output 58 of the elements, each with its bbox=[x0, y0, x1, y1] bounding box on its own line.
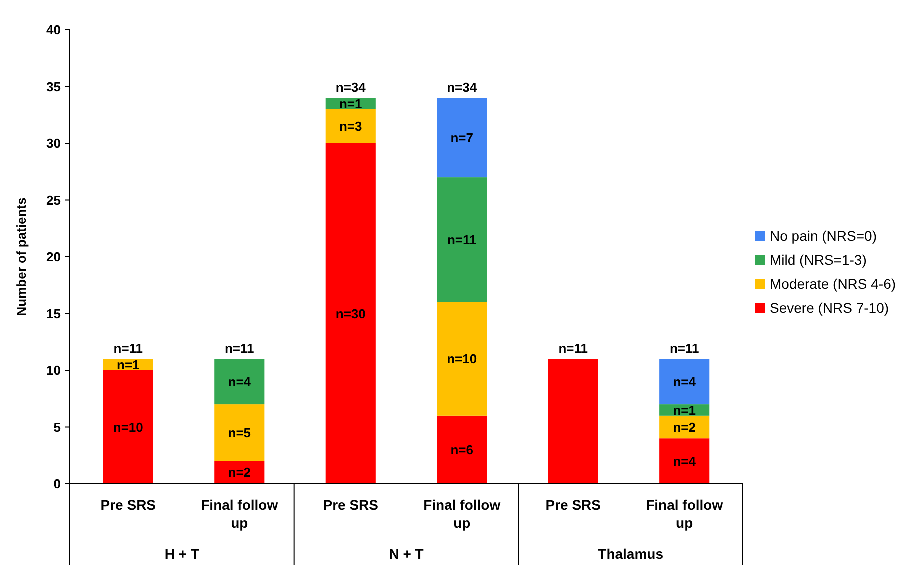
data-label: n=3 bbox=[339, 119, 362, 134]
data-label: n=5 bbox=[228, 425, 252, 440]
total-label: n=11 bbox=[670, 341, 700, 356]
data-label: n=4 bbox=[673, 454, 697, 469]
y-tick-label: 20 bbox=[46, 250, 61, 265]
bar bbox=[437, 178, 488, 302]
text: Thalamus bbox=[598, 546, 664, 562]
y-tick-label: 15 bbox=[46, 306, 61, 322]
data-label: n=2 bbox=[228, 465, 252, 480]
data-label: n=11 bbox=[447, 232, 477, 248]
y-tick-label: 40 bbox=[46, 22, 61, 38]
total-label: n=11 bbox=[225, 341, 254, 356]
bar bbox=[326, 144, 376, 484]
data-label: n=1 bbox=[117, 357, 140, 372]
data-label: n=4 bbox=[673, 374, 697, 390]
total-label: n=34 bbox=[336, 80, 367, 96]
bar bbox=[660, 416, 710, 439]
y-tick-label: 25 bbox=[46, 192, 61, 208]
data-label: n=1 bbox=[673, 402, 696, 418]
bar bbox=[437, 416, 488, 484]
text: N + T bbox=[389, 546, 424, 562]
bar bbox=[214, 359, 265, 405]
x-tick-label: Final follow up bbox=[424, 497, 501, 531]
y-axis-title: Number of patients bbox=[14, 198, 29, 316]
legend-label: Mild (NRS=1-3) bbox=[770, 252, 867, 268]
x-tick-label: Pre SRS bbox=[100, 497, 156, 513]
data-label: n=1 bbox=[339, 96, 362, 112]
total-label: n=11 bbox=[114, 341, 144, 356]
data-label: n=7 bbox=[450, 130, 474, 146]
legend-label: Moderate (NRS 4-6) bbox=[770, 276, 896, 292]
bar bbox=[326, 109, 376, 144]
y-tick-label: 5 bbox=[54, 420, 61, 435]
text: H + T bbox=[164, 546, 200, 562]
data-label: n=6 bbox=[450, 442, 474, 458]
bar bbox=[660, 359, 710, 405]
y-tick-label: 35 bbox=[46, 79, 61, 94]
bar bbox=[437, 302, 488, 416]
bar bbox=[548, 359, 598, 484]
x-tick-label: Pre SRS bbox=[546, 497, 601, 513]
bar bbox=[103, 370, 154, 484]
data-label: n=4 bbox=[228, 374, 252, 390]
x-tick-label: Final follow up bbox=[646, 497, 724, 531]
data-label: n=10 bbox=[447, 352, 478, 367]
y-tick-label: 0 bbox=[54, 476, 61, 492]
bar bbox=[660, 438, 710, 484]
y-tick-label: 10 bbox=[46, 363, 61, 378]
data-label: n=2 bbox=[673, 420, 696, 435]
y-tick-label: 30 bbox=[46, 136, 61, 152]
bar bbox=[214, 404, 265, 462]
data-label: n=10 bbox=[113, 420, 144, 435]
total-label: n=11 bbox=[558, 341, 588, 356]
x-tick-label: Final follow up bbox=[201, 497, 278, 531]
data-label: n=30 bbox=[336, 306, 366, 322]
legend-label: No pain (NRS=0) bbox=[770, 228, 877, 244]
x-tick-label: Pre SRS bbox=[323, 497, 379, 513]
legend-label: Severe (NRS 7-10) bbox=[770, 300, 890, 316]
total-label: n=34 bbox=[447, 80, 478, 96]
bar bbox=[437, 98, 488, 178]
